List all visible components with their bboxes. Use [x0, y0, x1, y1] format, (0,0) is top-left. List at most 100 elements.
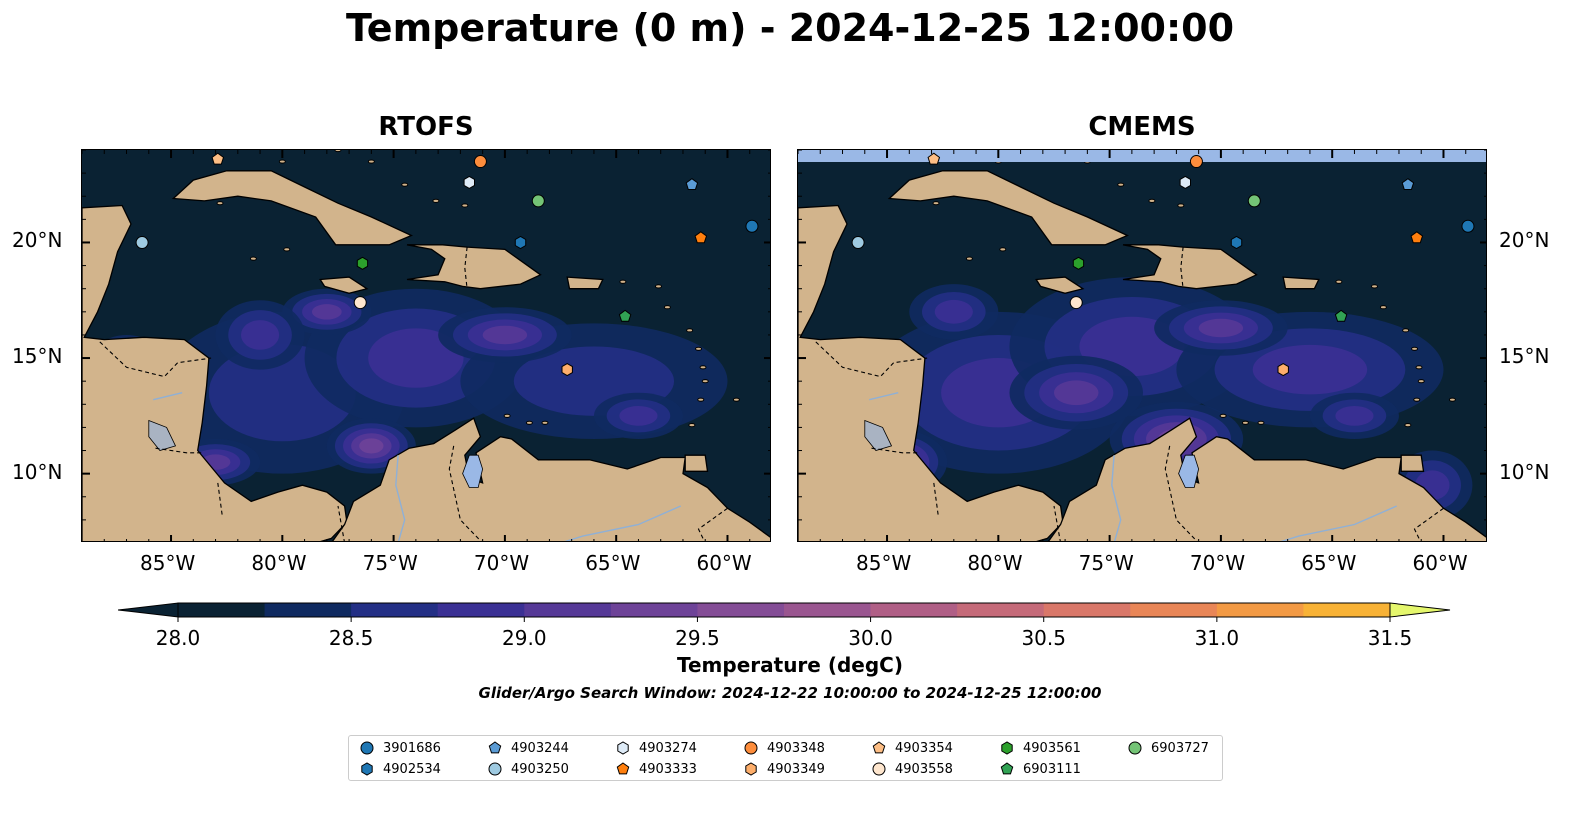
legend-label: 6903727 [1151, 740, 1209, 756]
land-puertorico [1282, 276, 1320, 290]
lon-tick-label: 65°W [585, 551, 641, 575]
land-jamaica [1035, 276, 1085, 294]
temperature-contour [619, 405, 658, 426]
temperature-contour [1053, 380, 1099, 406]
float-marker-3901686 [1461, 219, 1475, 233]
float-marker-4903354 [927, 152, 941, 165]
colorbar-segment [1216, 603, 1304, 617]
legend-marker-4903333 [616, 762, 630, 775]
land-puertorico [566, 276, 604, 290]
country-border [217, 482, 223, 516]
float-marker-4903349 [1277, 363, 1289, 377]
lon-tick-label: 70°W [1189, 551, 1246, 575]
lon-tick-label: 70°W [473, 551, 530, 575]
islet [1335, 279, 1343, 284]
legend-marker-icon [360, 741, 374, 755]
country-border [448, 445, 482, 541]
lat-tick-label-right: 20°N [1499, 228, 1550, 253]
colorbar-graphic: 28.0 28.5 29.0 29.5 30.0 30.5 31.0 31.5 [117, 602, 1451, 650]
legend-label: 4903354 [895, 740, 953, 756]
legend-item-4902534: 4902534 [359, 760, 441, 778]
legend-marker-icon [1001, 741, 1013, 755]
islet [1379, 305, 1387, 310]
islet [732, 397, 740, 402]
islet [1415, 365, 1423, 370]
land-jamaica [319, 276, 369, 294]
legend-item-3901686: 3901686 [359, 739, 441, 757]
islet [654, 284, 662, 289]
map-cmems[interactable] [797, 149, 1487, 542]
panel-title-rtofs: RTOFS [378, 112, 474, 142]
lake-nicaragua [864, 419, 893, 451]
float-legend: 3901686 4902534 4903244 4903250 4903274 49033… [348, 735, 1223, 781]
islet [1448, 397, 1456, 402]
islet [283, 247, 291, 252]
colorbar-tick-label: 30.0 [848, 626, 893, 650]
colorbar-tick-label: 29.5 [675, 626, 720, 650]
land-trinidad [1400, 454, 1425, 472]
legend-label: 4903250 [511, 761, 569, 777]
legend-marker-6903727 [1128, 741, 1142, 755]
colorbar: 28.0 28.5 29.0 29.5 30.0 30.5 31.0 31.5 [117, 600, 1458, 654]
colorbar-segment [437, 603, 525, 617]
country-border [155, 447, 203, 454]
colorbar-segment [1303, 603, 1391, 617]
legend-marker-4903244 [488, 741, 502, 754]
islet [699, 365, 707, 370]
legend-marker-4902534 [361, 762, 373, 776]
legend-marker-4903561 [1001, 741, 1013, 755]
islet [1148, 198, 1156, 203]
country-border [1413, 507, 1444, 541]
country-border [871, 447, 919, 454]
legend-marker-4903558 [872, 762, 886, 776]
land-yucatan [82, 204, 348, 541]
islet [965, 256, 973, 261]
lat-tick-label-right: 10°N [1499, 459, 1550, 484]
country-border [99, 341, 212, 378]
colorbar-segment [264, 603, 352, 617]
lake-maracaibo [1178, 454, 1200, 488]
lon-tick-label: 80°W [251, 551, 307, 575]
legend-marker-icon [616, 762, 630, 775]
float-marker-4903349 [561, 363, 573, 377]
temperature-contour [934, 299, 973, 324]
lon-tick-label: 60°W [696, 551, 752, 575]
float-marker-4902534 [1230, 235, 1243, 250]
legend-marker-4903349 [745, 762, 757, 776]
cmems-map-svg[interactable] [798, 150, 1487, 542]
legend-label: 4903333 [639, 761, 697, 777]
islet [701, 379, 709, 384]
lat-tick-label-left: 15°N [12, 344, 63, 369]
float-marker-4903354 [211, 152, 225, 165]
country-border [933, 482, 939, 516]
temperature-contour [240, 320, 280, 350]
colorbar-segment [524, 603, 612, 617]
land-hispaniola [406, 244, 542, 290]
lon-tick-label: 60°W [1412, 551, 1468, 575]
float-marker-4903348 [473, 155, 487, 169]
legend-item-6903727: 6903727 [1127, 739, 1209, 757]
islet [1177, 203, 1185, 208]
float-marker-6903111 [1334, 309, 1348, 322]
temperature-contour [1252, 344, 1368, 395]
islet [999, 247, 1007, 252]
legend-marker-icon [872, 741, 886, 754]
legend-item-4903348: 4903348 [743, 739, 825, 757]
search-window-text: Glider/Argo Search Window: 2024-12-22 10… [478, 684, 1102, 702]
land-cuba [171, 170, 414, 246]
islet [1117, 182, 1125, 187]
colorbar-segment [351, 603, 439, 617]
colorbar-segment [957, 603, 1045, 617]
islet [525, 420, 533, 425]
islet [1370, 284, 1378, 289]
islet [697, 397, 705, 402]
islet [432, 198, 440, 203]
rtofs-map-svg[interactable] [82, 150, 771, 542]
land-southamerica [331, 417, 770, 541]
map-rtofs[interactable] [81, 149, 771, 542]
legend-marker-icon [745, 762, 757, 776]
legend-label: 4903244 [511, 740, 569, 756]
lon-tick-label: 75°W [362, 551, 418, 575]
islet [1257, 420, 1265, 425]
legend-marker-6903111 [1000, 762, 1014, 775]
